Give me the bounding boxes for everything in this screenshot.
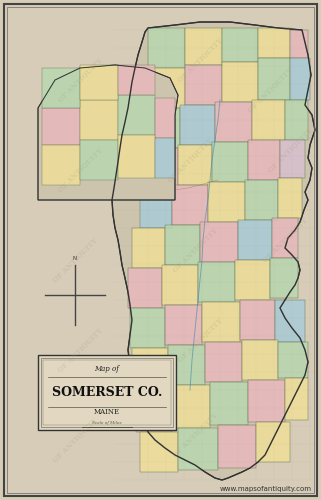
- Text: www.mapsofantiquity.com: www.mapsofantiquity.com: [220, 486, 312, 492]
- Polygon shape: [198, 262, 235, 302]
- Polygon shape: [210, 382, 248, 425]
- Polygon shape: [42, 68, 80, 108]
- Polygon shape: [118, 135, 155, 178]
- Polygon shape: [168, 345, 205, 385]
- Polygon shape: [155, 138, 175, 178]
- Bar: [43, 360, 171, 425]
- Polygon shape: [118, 95, 155, 135]
- Polygon shape: [162, 265, 198, 305]
- Polygon shape: [285, 378, 308, 420]
- Polygon shape: [130, 308, 165, 348]
- Polygon shape: [256, 422, 290, 462]
- Polygon shape: [172, 385, 210, 428]
- Polygon shape: [272, 218, 298, 258]
- Polygon shape: [202, 302, 240, 342]
- Polygon shape: [148, 28, 185, 68]
- Polygon shape: [128, 268, 162, 308]
- Text: OF ANTIQUITY: OF ANTIQUITY: [176, 316, 224, 364]
- Polygon shape: [290, 30, 308, 58]
- Text: MAINE: MAINE: [94, 408, 120, 416]
- Polygon shape: [208, 182, 245, 222]
- Text: N: N: [73, 256, 77, 261]
- Polygon shape: [242, 340, 278, 380]
- Polygon shape: [238, 220, 272, 260]
- Bar: [41, 358, 173, 427]
- Polygon shape: [145, 148, 178, 188]
- Polygon shape: [148, 108, 180, 148]
- Polygon shape: [205, 342, 242, 382]
- Polygon shape: [136, 390, 172, 432]
- Polygon shape: [140, 432, 178, 472]
- Polygon shape: [278, 342, 308, 378]
- Polygon shape: [132, 348, 168, 390]
- Polygon shape: [215, 102, 252, 142]
- Polygon shape: [178, 428, 218, 470]
- Text: OF ANTIQUITY: OF ANTIQUITY: [51, 236, 99, 284]
- Polygon shape: [252, 100, 285, 140]
- Polygon shape: [248, 140, 280, 180]
- Polygon shape: [112, 22, 315, 480]
- Polygon shape: [212, 142, 248, 182]
- Text: OF ANTIQUITY: OF ANTIQUITY: [171, 226, 219, 274]
- Polygon shape: [165, 305, 202, 345]
- Polygon shape: [222, 62, 258, 102]
- Text: Map of: Map of: [95, 365, 119, 373]
- Text: SOMERSET CO.: SOMERSET CO.: [52, 386, 162, 398]
- Polygon shape: [275, 300, 305, 342]
- Polygon shape: [172, 185, 208, 225]
- Polygon shape: [185, 28, 222, 65]
- Text: OF ANTIQUITY: OF ANTIQUITY: [261, 216, 309, 264]
- Polygon shape: [148, 68, 185, 108]
- Text: OF ANTIQUITY: OF ANTIQUITY: [166, 136, 214, 184]
- Polygon shape: [38, 65, 178, 200]
- Text: OF ANTIQUITY: OF ANTIQUITY: [56, 56, 104, 104]
- Polygon shape: [165, 225, 200, 265]
- Text: OF ANTIQUITY: OF ANTIQUITY: [56, 326, 104, 374]
- Polygon shape: [280, 140, 305, 178]
- Polygon shape: [222, 28, 258, 62]
- Polygon shape: [185, 65, 222, 105]
- Text: OF ANTIQUITY: OF ANTIQUITY: [176, 36, 224, 84]
- Polygon shape: [270, 258, 298, 298]
- Polygon shape: [80, 140, 118, 180]
- Polygon shape: [132, 228, 165, 268]
- Polygon shape: [42, 145, 80, 185]
- Polygon shape: [258, 28, 290, 58]
- Text: OF ANTIQUITY: OF ANTIQUITY: [171, 411, 219, 459]
- Polygon shape: [285, 100, 308, 140]
- Polygon shape: [245, 180, 278, 220]
- Polygon shape: [248, 380, 285, 422]
- Text: OF ANTIQUITY: OF ANTIQUITY: [246, 66, 294, 114]
- Polygon shape: [178, 145, 212, 185]
- Polygon shape: [218, 425, 256, 468]
- Polygon shape: [155, 98, 175, 138]
- Polygon shape: [278, 178, 302, 218]
- Text: OF ANTIQUITY: OF ANTIQUITY: [266, 126, 314, 174]
- Polygon shape: [118, 65, 155, 95]
- Polygon shape: [200, 222, 238, 262]
- Text: OF ANTIQUITY: OF ANTIQUITY: [56, 146, 104, 194]
- Text: OF ANTIQUITY: OF ANTIQUITY: [51, 416, 99, 464]
- Polygon shape: [80, 65, 118, 100]
- Polygon shape: [180, 105, 215, 145]
- Text: Scale of Miles: Scale of Miles: [92, 421, 122, 425]
- Polygon shape: [235, 260, 270, 300]
- Polygon shape: [240, 300, 275, 340]
- Bar: [38, 355, 176, 430]
- Polygon shape: [140, 188, 172, 228]
- Polygon shape: [290, 58, 310, 100]
- Polygon shape: [42, 108, 80, 145]
- Polygon shape: [80, 100, 118, 140]
- Polygon shape: [258, 58, 290, 100]
